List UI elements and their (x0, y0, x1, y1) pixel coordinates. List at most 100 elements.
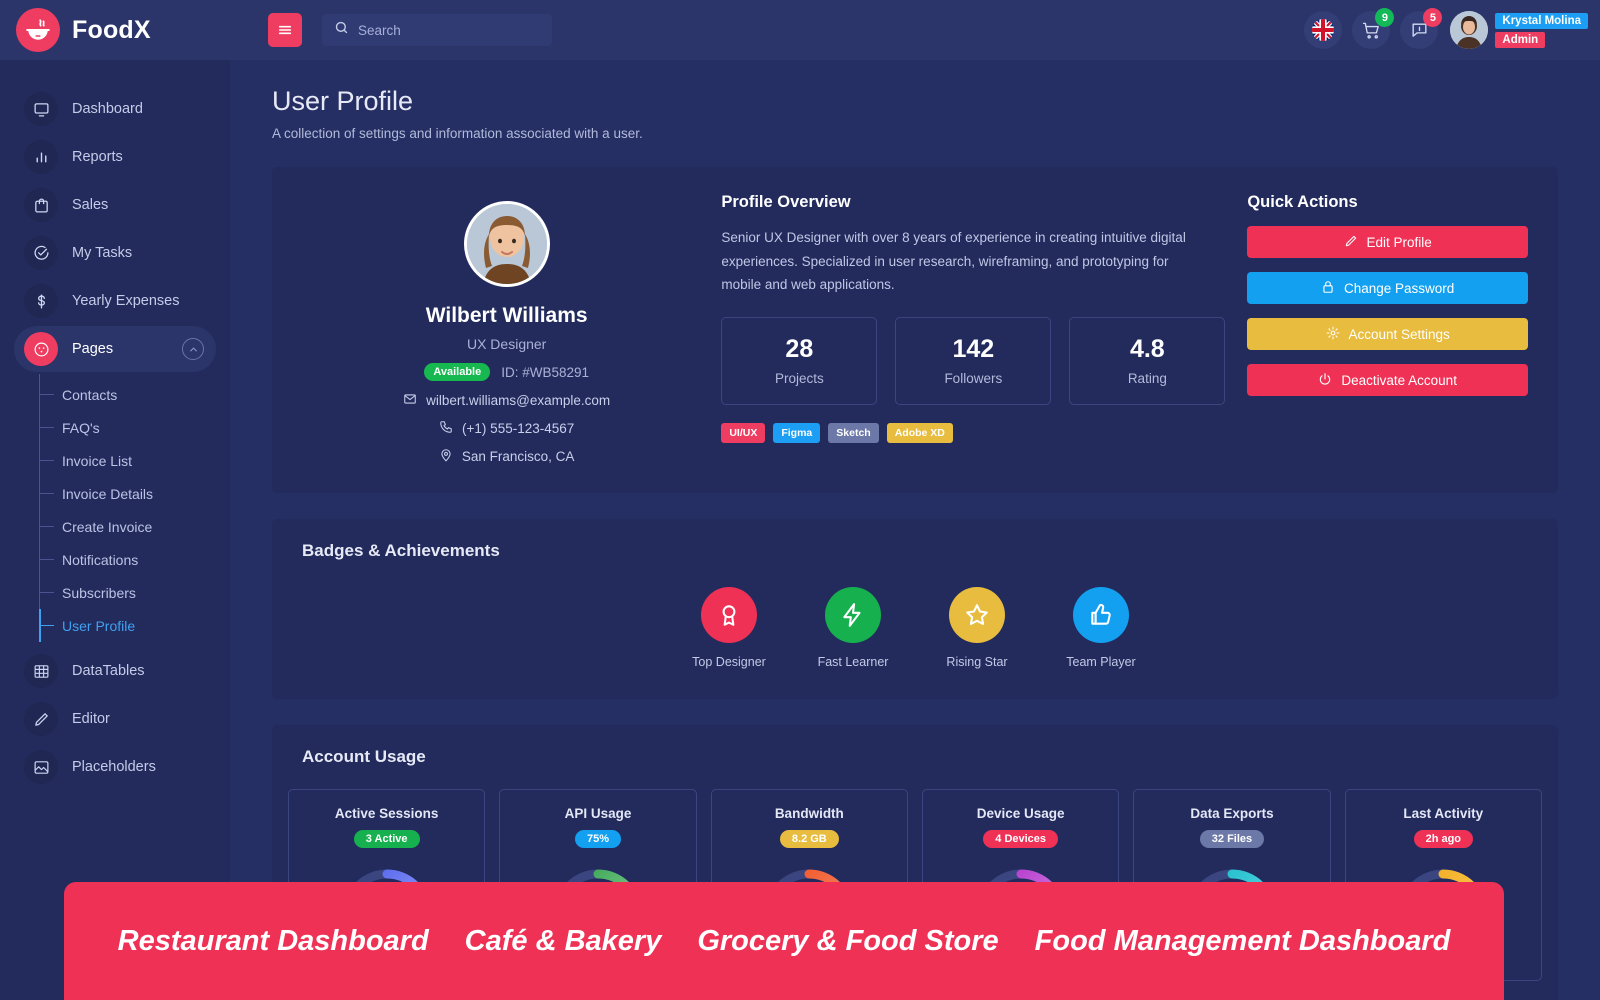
button-label: Edit Profile (1366, 234, 1432, 250)
monitor-icon (24, 92, 58, 126)
skill-tag[interactable]: Adobe XD (886, 422, 953, 443)
usage-badge: 4 Devices (983, 830, 1059, 848)
stat-value: 4.8 (1129, 335, 1165, 364)
sidebar-item-placeholders[interactable]: Placeholders (14, 744, 216, 790)
sidebar-item-editor[interactable]: Editor (14, 696, 216, 742)
sidebar-item-datatables[interactable]: DataTables (14, 648, 216, 694)
sidebar-item-contacts[interactable]: Contacts (0, 378, 230, 411)
sidebar: Dashboard Reports Sales (0, 60, 230, 1000)
badge-label: Rising Star (946, 655, 1008, 669)
badge-item[interactable]: Team Player (1053, 587, 1149, 669)
table-grid-icon (24, 654, 58, 688)
account-usage-title: Account Usage (302, 747, 426, 766)
chat-icon[interactable]: 5 (1400, 8, 1443, 49)
account-settings-button[interactable]: Account Settings (1247, 318, 1528, 350)
edit-profile-button[interactable]: Edit Profile (1247, 226, 1528, 258)
page-subtitle: A collection of settings and information… (272, 126, 643, 141)
search-input[interactable] (358, 22, 528, 38)
skill-tag[interactable]: UI/UX (721, 422, 766, 443)
usage-badge: 75% (574, 830, 621, 848)
power-icon (1318, 372, 1332, 389)
dollar-icon (24, 284, 58, 318)
main-content: User Profile A collection of settings an… (230, 60, 1600, 1000)
status-badge: Available (424, 363, 491, 381)
sidebar-item-label: Pages (72, 341, 114, 357)
sidebar-item-label: Editor (72, 711, 110, 727)
sidebar-item-label: Sales (72, 197, 109, 213)
usage-name: Data Exports (1190, 806, 1274, 821)
sidebar-item-subscribers[interactable]: Subscribers (0, 576, 230, 609)
usage-badge: 8.2 GB (779, 830, 839, 848)
banner-item[interactable]: Food Management Dashboard (1034, 924, 1451, 957)
sidebar-item-invoice-details[interactable]: Invoice Details (0, 477, 230, 510)
button-label: Change Password (1344, 280, 1455, 296)
hamburger-icon[interactable] (268, 13, 302, 47)
sidebar-item-label: My Tasks (72, 245, 133, 261)
banner-item[interactable]: Café & Bakery (464, 924, 662, 957)
skill-tags: UI/UX Figma Sketch Adobe XD (721, 422, 1225, 443)
phone-icon (439, 420, 453, 437)
banner-item[interactable]: Restaurant Dashboard (117, 924, 429, 957)
badges-title: Badges & Achievements (302, 541, 500, 560)
pencil-icon (24, 702, 58, 736)
sidebar-item-yearly-expenses[interactable]: Yearly Expenses (14, 278, 216, 324)
stat-card: 142 Followers (895, 316, 1052, 405)
cart-icon[interactable]: 9 (1352, 8, 1395, 49)
deactivate-account-button[interactable]: Deactivate Account (1247, 364, 1528, 396)
sidebar-item-label: Reports (72, 149, 123, 165)
stat-card: 28 Projects (721, 316, 878, 405)
header-actions: 9 5 Krystal (1304, 0, 1588, 60)
badges-card: Badges & Achievements Top Designer (272, 519, 1558, 699)
chevron-up-icon[interactable] (182, 338, 204, 360)
user-menu[interactable]: Krystal Molina Admin (1450, 11, 1588, 49)
promo-banner: Restaurant Dashboard Café & Bakery Groce… (64, 882, 1504, 1000)
overview-title: Profile Overview (721, 193, 851, 211)
sidebar-item-faqs[interactable]: FAQ's (0, 411, 230, 444)
search-icon (334, 20, 349, 40)
profile-location: San Francisco, CA (461, 449, 575, 464)
sidebar-item-invoice-list[interactable]: Invoice List (0, 444, 230, 477)
banner-item[interactable]: Grocery & Food Store (697, 924, 999, 957)
sidebar-item-label: DataTables (72, 663, 145, 679)
uk-flag-icon[interactable] (1304, 11, 1343, 49)
profile-name: Wilbert Williams (425, 304, 588, 327)
quick-actions-panel: Quick Actions Edit Profile Change Passwo… (1225, 193, 1528, 465)
sidebar-item-dashboard[interactable]: Dashboard (14, 86, 216, 132)
image-icon (24, 750, 58, 784)
stat-value: 142 (952, 335, 995, 364)
sidebar-item-create-invoice[interactable]: Create Invoice (0, 510, 230, 543)
change-password-button[interactable]: Change Password (1247, 272, 1528, 304)
sidebar-item-sales[interactable]: Sales (14, 182, 216, 228)
quick-actions-title: Quick Actions (1247, 193, 1358, 211)
user-role: Admin (1495, 31, 1546, 48)
badge-label: Fast Learner (817, 655, 889, 669)
sidebar-item-pages[interactable]: Pages (14, 326, 216, 372)
sub-item-label: Notifications (62, 551, 139, 568)
sidebar-item-reports[interactable]: Reports (14, 134, 216, 180)
sidebar-item-label: Placeholders (72, 759, 156, 775)
profile-phone-row: (+1) 555-123-4567 (439, 420, 574, 437)
usage-name: API Usage (564, 806, 632, 821)
profile-identity: Wilbert Williams UX Designer Available I… (302, 193, 711, 465)
sidebar-item-my-tasks[interactable]: My Tasks (14, 230, 216, 276)
stat-label: Followers (944, 371, 1003, 387)
badge-item[interactable]: Rising Star (929, 587, 1025, 669)
sub-item-label: Create Invoice (62, 518, 153, 535)
sidebar-item-notifications[interactable]: Notifications (0, 543, 230, 576)
skill-tag[interactable]: Figma (773, 422, 821, 443)
badge-item[interactable]: Top Designer (681, 587, 777, 669)
sidebar-item-user-profile[interactable]: User Profile (0, 609, 230, 642)
search-box[interactable] (322, 14, 552, 46)
profile-card: Wilbert Williams UX Designer Available I… (272, 167, 1558, 493)
badge-item[interactable]: Fast Learner (805, 587, 901, 669)
sub-item-label: FAQ's (62, 419, 100, 436)
top-header: FoodX (0, 0, 1600, 60)
profile-email: wilbert.williams@example.com (426, 393, 611, 408)
brand-area[interactable]: FoodX (0, 0, 234, 60)
profile-phone: (+1) 555-123-4567 (462, 421, 575, 436)
skill-tag[interactable]: Sketch (828, 422, 879, 443)
avatar (1450, 11, 1489, 49)
sub-item-label: Contacts (62, 386, 118, 403)
profile-overview: Profile Overview Senior UX Designer with… (711, 193, 1226, 465)
